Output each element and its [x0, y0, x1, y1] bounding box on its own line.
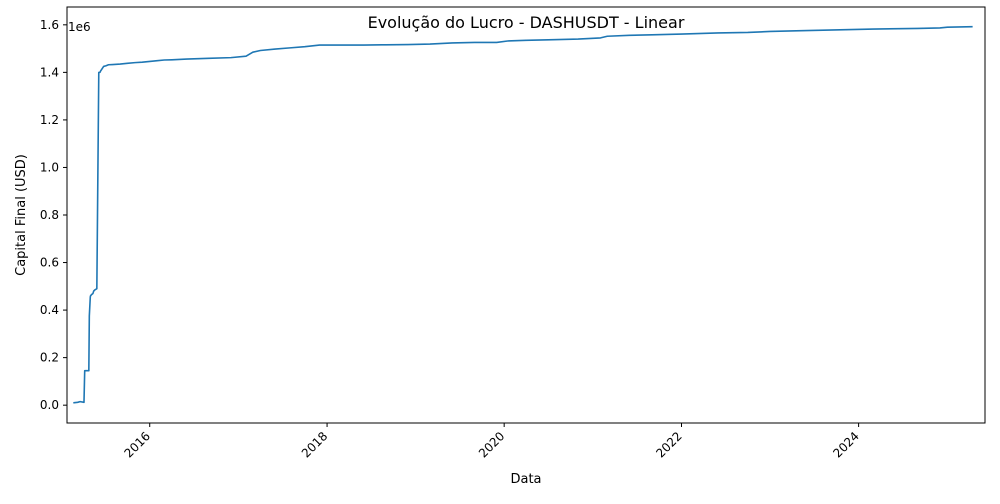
x-tick-label: 2024 [830, 429, 861, 460]
x-tick-label: 2020 [476, 429, 507, 460]
chart-title: Evolução do Lucro - DASHUSDT - Linear [368, 13, 685, 32]
plot-frame [66, 6, 986, 424]
x-tick-label: 2022 [653, 429, 684, 460]
y-tick-label: 1.4 [40, 65, 59, 79]
y-tick-label: 1.0 [40, 160, 59, 174]
y-tick-label: 0.4 [40, 303, 59, 317]
y-offset-label: 1e6 [68, 20, 91, 34]
y-axis-label: Capital Final (USD) [14, 154, 29, 276]
y-axis: 0.0 0.2 0.4 0.6 0.8 1.0 1.2 1.4 1.6 [40, 18, 67, 412]
plot-area [73, 25, 973, 404]
x-tick-label: 2018 [299, 429, 330, 460]
series-line [73, 25, 973, 404]
y-tick-label: 1.6 [40, 18, 59, 32]
y-tick-label: 0.8 [40, 208, 59, 222]
y-tick-label: 0.6 [40, 256, 59, 270]
x-tick-label: 2016 [122, 429, 153, 460]
y-tick-label: 0.2 [40, 351, 59, 365]
x-axis: 2016 2018 2020 2022 2024 [122, 423, 862, 461]
y-tick-label: 0.0 [40, 398, 59, 412]
x-axis-label: Data [510, 472, 541, 487]
y-tick-label: 1.2 [40, 113, 59, 127]
